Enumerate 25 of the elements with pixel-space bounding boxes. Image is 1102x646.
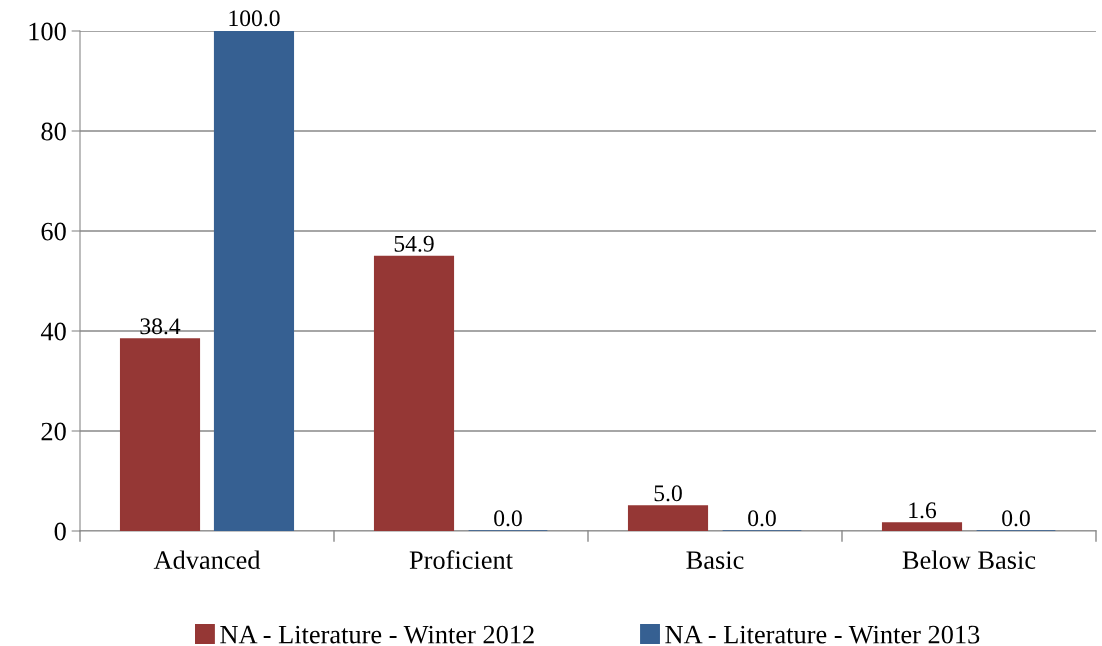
x-tick-label: Basic [686, 551, 744, 570]
legend-label: NA - Literature - Winter 2012 [220, 625, 534, 644]
x-tick-label: Below Basic [902, 550, 1036, 570]
data-label: 54.9 [394, 235, 434, 252]
data-label: 5.0 [654, 485, 682, 502]
bar [881, 522, 963, 531]
x-tick-label: Proficient [409, 550, 513, 570]
data-label: 1.6 [909, 502, 937, 519]
y-tick-label: 60 [41, 222, 66, 241]
data-label: 0.0 [1002, 510, 1030, 527]
data-label: 38.4 [140, 318, 181, 335]
bar [119, 338, 201, 531]
data-label: 100.0 [229, 10, 280, 27]
data-label: 0.0 [748, 510, 776, 527]
x-tick-label: Advanced [153, 550, 261, 570]
y-tick-label: 40 [40, 322, 66, 341]
y-tick-label: 100 [29, 22, 66, 41]
y-tick-label: 20 [41, 422, 66, 441]
bar [627, 505, 709, 531]
bar [373, 255, 455, 531]
data-label: 0.0 [494, 510, 522, 527]
y-tick-label: 0 [54, 522, 66, 541]
bar [213, 31, 295, 531]
legend-label: NA - Literature - Winter 2013 [665, 625, 980, 644]
y-tick-label: 80 [41, 122, 66, 141]
